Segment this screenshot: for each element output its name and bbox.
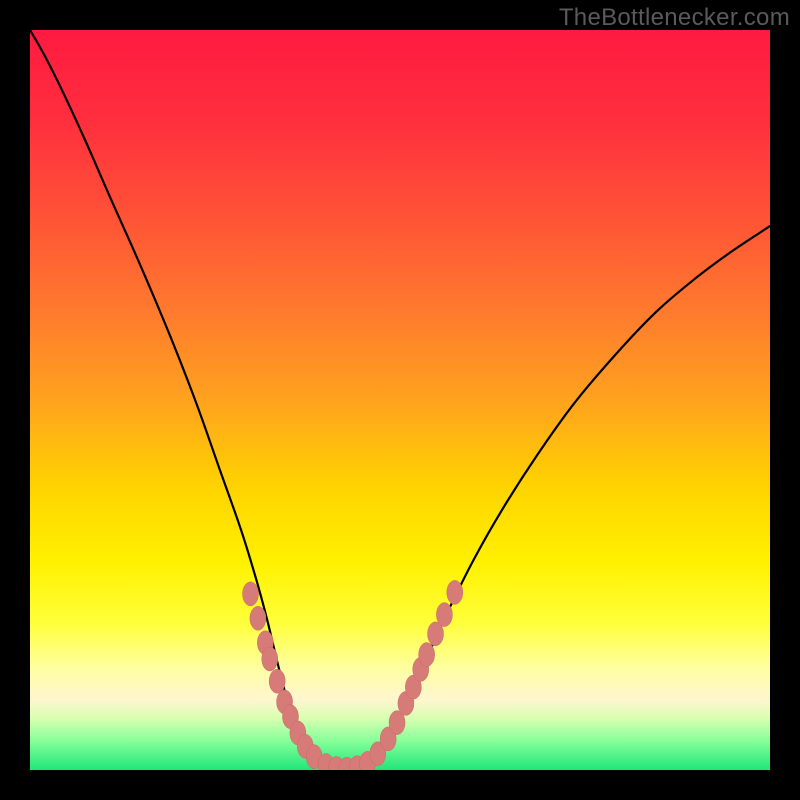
curve-marker: [419, 643, 435, 667]
curve-marker: [262, 647, 278, 671]
chart-root: TheBottlenecker.com: [0, 0, 800, 800]
chart-svg: [0, 0, 800, 800]
chart-gradient-background: [30, 30, 770, 770]
curve-marker: [269, 669, 285, 693]
curve-marker: [250, 606, 266, 630]
curve-marker: [436, 603, 452, 627]
curve-marker: [447, 580, 463, 604]
curve-marker: [243, 582, 259, 606]
